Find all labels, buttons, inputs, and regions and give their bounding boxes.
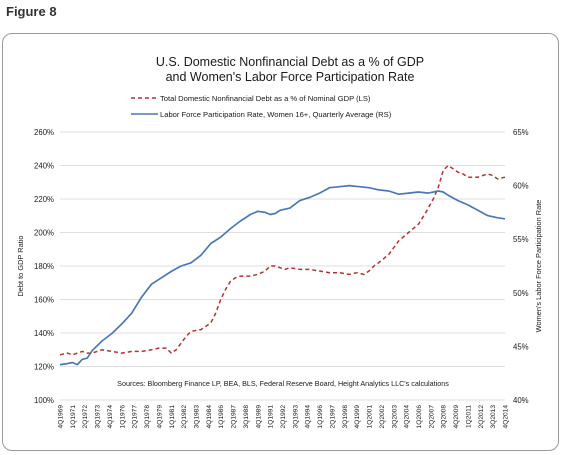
y-axis-left-label: Debt to GDP Ratio [16,235,25,296]
y-right-tick-label: 55% [513,235,529,244]
series-line-women-lfpr [59,184,506,366]
x-tick-label: 1Q1976 [119,405,126,429]
source-note: Sources: Bloomberg Finance LP, BEA, BLS,… [117,379,449,388]
x-tick-label: 2Q1997 [329,405,336,429]
y-axis-right-label: Women's Labor Force Participation Rate [534,200,543,333]
x-tick-label: 2Q1992 [280,405,287,429]
x-tick-label: 3Q1988 [243,405,250,429]
x-tick-label: 2Q2012 [478,405,485,429]
x-tick-label: 1Q1986 [218,405,225,429]
x-tick-label: 1Q1996 [317,405,324,429]
chart-title-line-1: U.S. Domestic Nonfinancial Debt as a % o… [156,55,424,69]
y-right-tick-label: 50% [513,289,529,298]
x-tick-label: 1Q1981 [169,405,176,429]
x-tick-label: 1Q1971 [70,405,77,429]
gridlines [60,131,505,401]
x-tick-label: 1Q1991 [268,405,275,429]
x-tick-label: 4Q2004 [404,405,411,429]
x-tick-label: 3Q1973 [95,405,102,429]
x-axis-ticks: 4Q1969 1Q1971 2Q1972 3Q1973 4Q1974 1Q1976 2Q19… [58,405,510,429]
x-tick-label: 4Q2014 [503,405,510,429]
x-tick-label: 2Q2002 [379,405,386,429]
x-tick-label: 3Q2003 [391,405,398,429]
y-left-tick-label: 120% [34,363,54,372]
x-tick-label: 2Q1972 [82,405,89,429]
x-tick-label: 4Q1994 [305,405,312,429]
y-left-tick-label: 160% [34,296,54,305]
x-tick-label: 2Q1987 [231,405,238,429]
x-tick-label: 3Q1983 [193,405,200,429]
y-right-tick-label: 40% [513,396,529,405]
legend-label-lfpr: Labor Force Participation Rate, Women 16… [160,110,392,119]
x-tick-label: 4Q1974 [107,405,114,429]
y-right-tick-label: 45% [513,342,529,351]
y-axis-right-ticks: 40% 45% 50% 55% 60% 65% [513,128,529,405]
x-tick-label: 2Q2007 [428,405,435,429]
series-line-debt-to-gdp [59,164,506,356]
x-tick-label: 3Q1993 [292,405,299,429]
y-left-tick-label: 140% [34,329,54,338]
x-tick-label: 4Q1969 [58,405,65,429]
chart-frame [2,33,559,451]
y-left-tick-label: 260% [34,128,54,137]
x-tick-label: 4Q2009 [453,405,460,429]
x-tick-label: 3Q2013 [490,405,497,429]
y-right-tick-label: 65% [513,128,529,137]
x-tick-label: 4Q1979 [156,405,163,429]
y-left-tick-label: 180% [34,262,54,271]
legend: Total Domestic Nonfinancial Debt as a % … [131,94,392,119]
x-tick-label: 1Q2011 [465,405,472,428]
x-tick-label: 4Q1989 [255,405,262,429]
y-right-tick-label: 60% [513,182,529,191]
x-tick-label: 2Q1977 [132,405,139,429]
figure-label: Figure 8 [6,4,57,19]
x-tick-label: 4Q1984 [206,405,213,429]
x-tick-label: 4Q1999 [354,405,361,429]
x-tick-label: 3Q1998 [342,405,349,429]
series-lines [59,164,506,366]
x-tick-label: 3Q1978 [144,405,151,429]
y-left-tick-label: 200% [34,229,54,238]
x-tick-label: 3Q2008 [441,405,448,429]
legend-label-debt: Total Domestic Nonfinancial Debt as a % … [160,94,371,103]
chart-title-line-2: and Women's Labor Force Participation Ra… [166,70,415,84]
y-axis-left-ticks: 100% 120% 140% 160% 180% 200% 220% 240% 260% [34,128,54,405]
x-tick-label: 1Q2006 [416,405,423,429]
x-tick-label: 1Q2001 [367,405,374,429]
y-left-tick-label: 100% [34,396,54,405]
y-left-tick-label: 240% [34,162,54,171]
x-tick-label: 2Q1982 [181,405,188,429]
y-left-tick-label: 220% [34,195,54,204]
